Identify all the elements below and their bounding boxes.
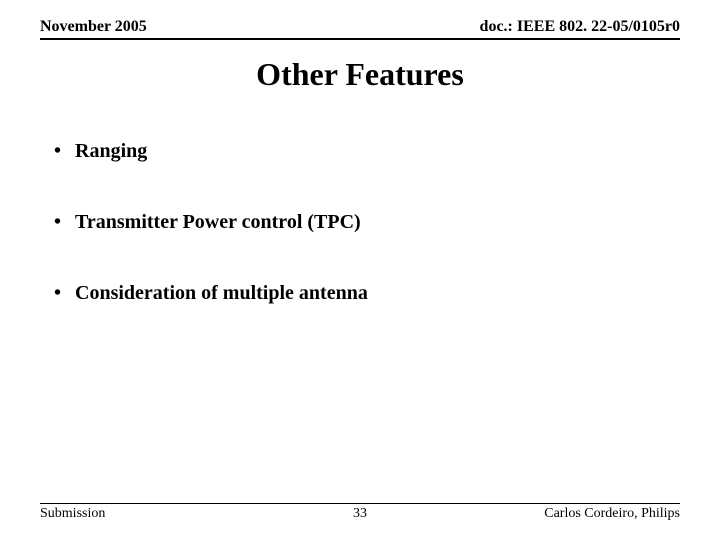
bullet-dot-icon: •	[54, 212, 61, 232]
bullet-item: • Ranging	[54, 140, 680, 163]
bullet-dot-icon: •	[54, 283, 61, 303]
footer-page-number: 33	[253, 506, 466, 522]
bullet-text: Transmitter Power control (TPC)	[75, 211, 361, 234]
slide-header: November 2005 doc.: IEEE 802. 22-05/0105…	[40, 18, 680, 40]
bullet-item: • Consideration of multiple antenna	[54, 282, 680, 305]
footer-submission: Submission	[40, 506, 253, 522]
footer-author: Carlos Cordeiro, Philips	[467, 506, 680, 522]
bullet-text: Consideration of multiple antenna	[75, 282, 368, 305]
bullet-list: • Ranging • Transmitter Power control (T…	[54, 140, 680, 353]
bullet-dot-icon: •	[54, 141, 61, 161]
slide-title: Other Features	[0, 56, 720, 93]
slide-footer: Submission 33 Carlos Cordeiro, Philips	[40, 503, 680, 522]
bullet-text: Ranging	[75, 140, 147, 163]
header-date: November 2005	[40, 18, 147, 36]
header-doc-id: doc.: IEEE 802. 22-05/0105r0	[480, 18, 680, 36]
bullet-item: • Transmitter Power control (TPC)	[54, 211, 680, 234]
